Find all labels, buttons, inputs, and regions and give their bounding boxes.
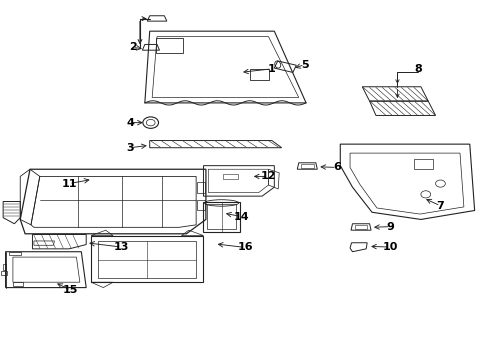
Text: 16: 16 bbox=[237, 242, 253, 252]
Text: 1: 1 bbox=[268, 64, 276, 74]
Text: 6: 6 bbox=[333, 162, 341, 172]
Text: 8: 8 bbox=[415, 64, 422, 74]
Bar bbox=[156, 39, 183, 53]
Bar bbox=[355, 225, 368, 229]
Bar bbox=[301, 164, 315, 168]
Text: 4: 4 bbox=[126, 118, 134, 128]
Text: 12: 12 bbox=[261, 171, 276, 181]
Bar bbox=[196, 200, 205, 211]
Text: 2: 2 bbox=[129, 42, 137, 52]
Bar bbox=[196, 182, 205, 193]
Text: 13: 13 bbox=[114, 242, 129, 252]
Text: 5: 5 bbox=[301, 59, 308, 69]
Bar bbox=[9, 252, 22, 255]
Bar bbox=[13, 282, 23, 286]
Text: 7: 7 bbox=[437, 201, 444, 211]
Text: 9: 9 bbox=[387, 222, 394, 231]
Text: 14: 14 bbox=[234, 212, 249, 221]
Text: 11: 11 bbox=[61, 179, 77, 189]
Text: 10: 10 bbox=[383, 242, 398, 252]
Bar bbox=[250, 69, 270, 80]
Text: 15: 15 bbox=[63, 285, 78, 295]
Bar bbox=[223, 174, 238, 179]
Bar bbox=[414, 159, 433, 169]
Text: 3: 3 bbox=[126, 143, 134, 153]
